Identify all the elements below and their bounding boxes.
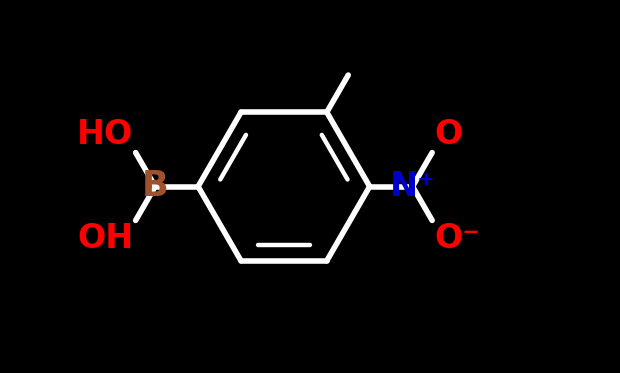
Text: HO: HO xyxy=(76,118,133,151)
Text: O⁻: O⁻ xyxy=(434,222,480,255)
Text: O: O xyxy=(434,118,463,151)
Text: B: B xyxy=(142,169,169,204)
Text: N⁺: N⁺ xyxy=(390,170,435,203)
Text: OH: OH xyxy=(78,222,134,255)
